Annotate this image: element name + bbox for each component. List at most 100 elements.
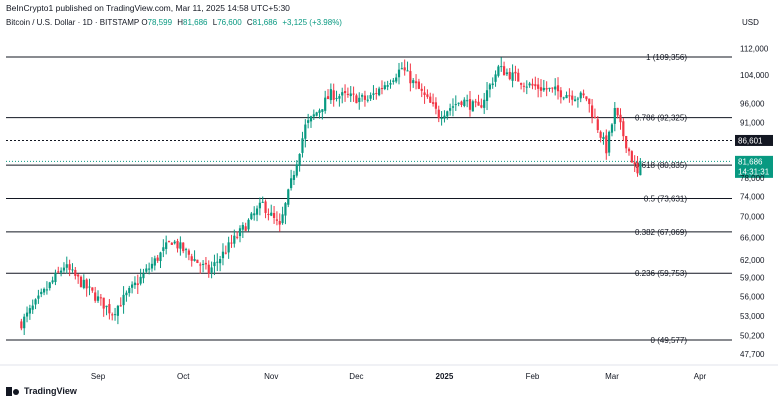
fib-label-0: 1 (109,356) <box>646 53 687 62</box>
candle-body <box>207 264 210 274</box>
candle-body <box>111 314 114 316</box>
candle-body <box>94 292 97 301</box>
candle-body <box>352 93 355 95</box>
candle-body <box>133 282 137 286</box>
high-label: H <box>177 18 184 27</box>
candle-body <box>437 109 440 119</box>
brand-name: TradingView <box>24 386 77 396</box>
fib-label-6: 0 (49,577) <box>651 336 688 345</box>
x-tick-label: Sep <box>91 372 106 381</box>
candle-body <box>400 68 403 70</box>
candle-body <box>358 97 361 103</box>
open-value: 78,599 <box>147 18 173 27</box>
candle-body <box>412 80 415 84</box>
candle-body <box>386 85 389 87</box>
candle-body <box>434 102 438 109</box>
candle-body <box>48 282 51 289</box>
candle-body <box>238 228 242 237</box>
candle-body <box>179 242 182 249</box>
currency-label: USD <box>742 18 759 27</box>
candle-body <box>105 305 108 308</box>
candle-body <box>116 305 120 316</box>
candle-body <box>360 95 364 97</box>
candle-body <box>119 305 122 307</box>
candle-body <box>346 93 350 95</box>
candle-body <box>531 83 534 86</box>
candle-body <box>145 268 148 272</box>
candle-body <box>383 85 386 90</box>
candle-body <box>363 95 367 100</box>
candle-body <box>409 71 412 84</box>
candle-body <box>494 74 497 82</box>
candle-body <box>25 312 29 317</box>
candle-body <box>23 316 26 329</box>
candle-body <box>460 101 463 105</box>
x-tick-label: Feb <box>526 372 540 381</box>
candle-body <box>406 70 409 72</box>
candle-body <box>142 273 145 279</box>
candle-body <box>579 92 582 99</box>
candle-body <box>616 107 619 116</box>
candle-body <box>204 262 208 265</box>
candle-body <box>31 305 34 310</box>
candle-body <box>170 242 173 245</box>
candle-body <box>281 214 284 224</box>
candle-body <box>309 116 313 122</box>
candle-body <box>250 213 253 220</box>
candle-body <box>576 98 580 100</box>
candle-body <box>74 269 77 276</box>
candle-body <box>457 102 460 104</box>
x-tick-label: 2025 <box>436 372 454 381</box>
low-value: 76,600 <box>217 18 242 27</box>
candle-body <box>380 88 384 90</box>
x-tick-label: Dec <box>349 372 363 381</box>
candle-body <box>395 77 398 82</box>
close-value: 81,686 <box>252 18 278 27</box>
y-tick-label: 62,000 <box>740 256 765 265</box>
candle-body <box>622 121 625 137</box>
candle-body <box>392 80 395 82</box>
candle-body <box>451 106 455 108</box>
candle-body <box>551 87 554 89</box>
candle-body <box>525 86 528 88</box>
candle-body <box>369 95 372 99</box>
y-axis: 112,000 104,000 96,000 91,000 78,000 74,000 70… <box>740 44 769 358</box>
candle-body <box>159 252 162 262</box>
x-tick-label: Oct <box>177 372 190 381</box>
candle-body <box>483 99 486 108</box>
candle-body <box>88 286 91 288</box>
candle-body <box>548 87 551 90</box>
candle-body <box>156 257 159 261</box>
candle-body <box>571 95 574 100</box>
price-label-bg-1 <box>735 155 773 178</box>
candle-body <box>227 242 230 253</box>
candle-body <box>403 67 406 71</box>
candle-body <box>292 174 296 180</box>
x-axis: Sep Oct Nov Dec 2025 Feb Mar Apr <box>0 364 778 381</box>
candle-body <box>534 84 537 87</box>
candle-body <box>77 274 80 277</box>
candle-body <box>230 242 233 244</box>
candle-body <box>153 258 156 266</box>
x-tick-label: Nov <box>264 372 278 381</box>
candle-body <box>315 112 318 116</box>
candle-body <box>485 90 489 102</box>
candle-body <box>397 69 401 78</box>
candle-body <box>136 283 139 285</box>
candle-body <box>173 241 176 244</box>
candle-body <box>488 84 491 90</box>
candle-body <box>108 304 111 314</box>
fib-label-3: 0.5 (73,631) <box>644 195 687 204</box>
candle-body <box>613 108 616 124</box>
candle-body <box>68 264 71 270</box>
tradingview-footer: TradingView <box>6 386 77 396</box>
candle-body <box>241 224 244 230</box>
candle-body <box>57 271 60 273</box>
candle-body <box>45 289 49 291</box>
candle-body <box>54 272 57 282</box>
candle-body <box>443 115 446 119</box>
candle-body <box>139 276 142 284</box>
candle-body <box>224 252 227 254</box>
candle-body <box>324 97 327 111</box>
